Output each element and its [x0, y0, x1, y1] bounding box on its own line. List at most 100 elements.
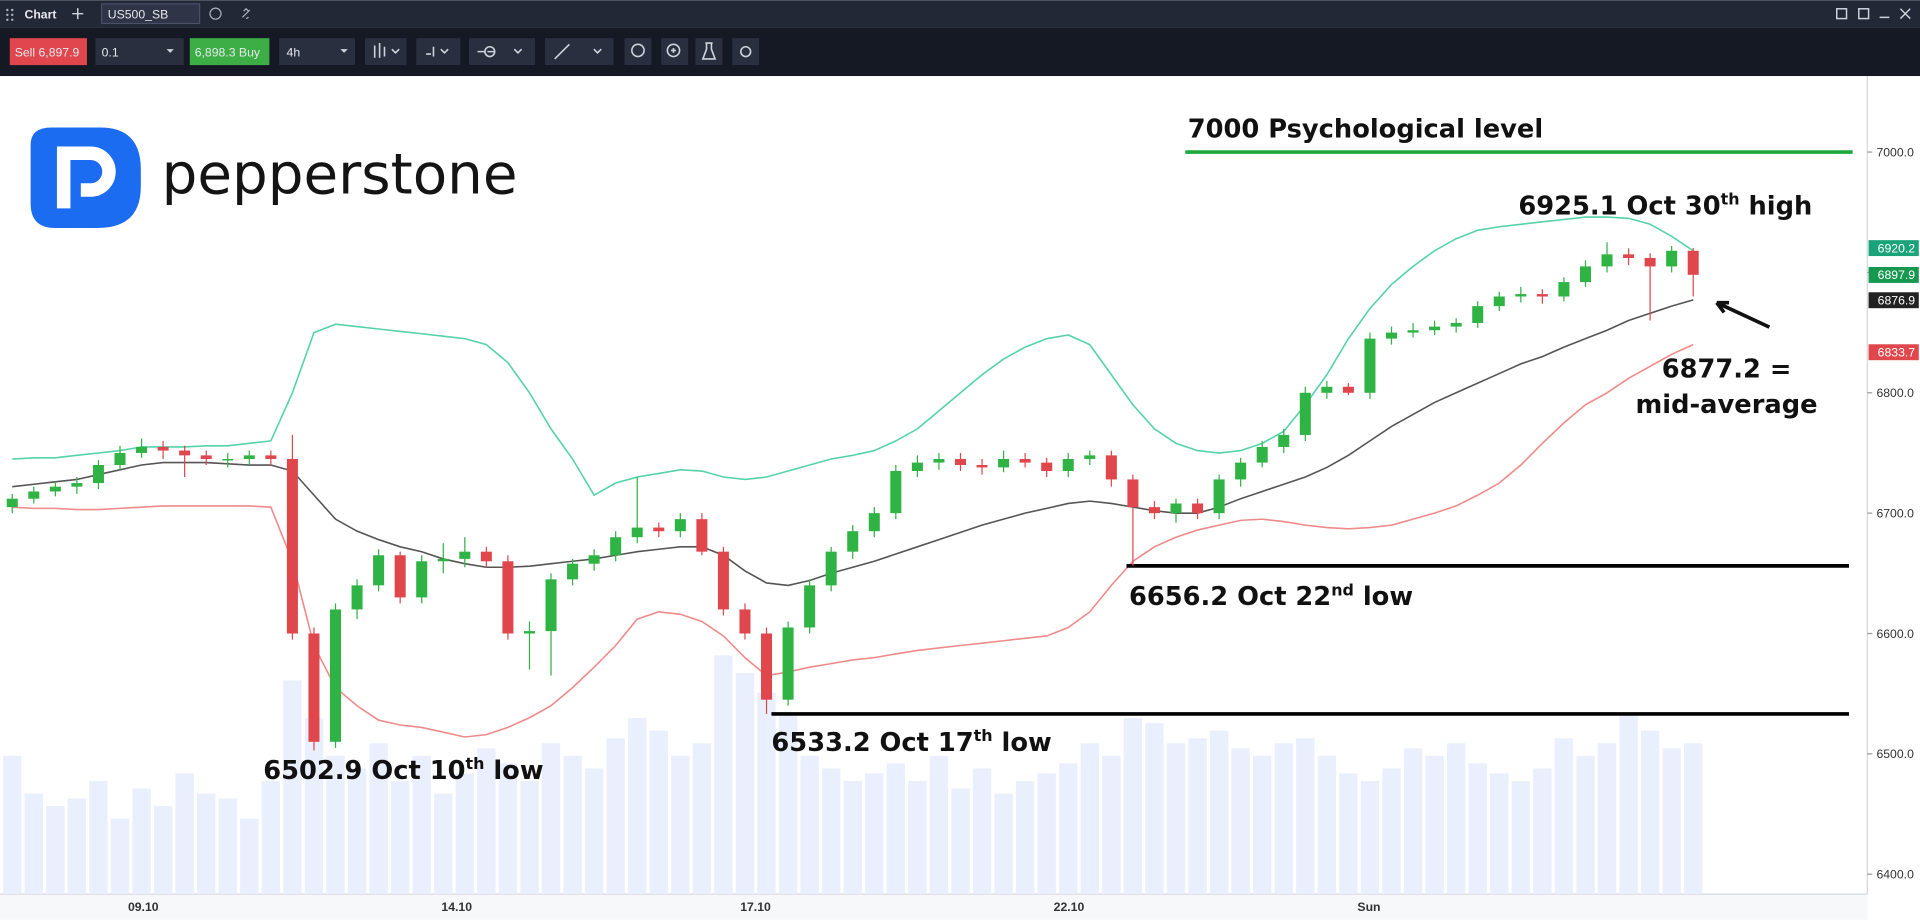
candle-body	[674, 519, 686, 532]
candle-body	[653, 527, 665, 532]
info-icon[interactable]	[209, 7, 222, 20]
volume-bar	[1339, 773, 1358, 895]
volume-bar	[1209, 730, 1229, 895]
quantity-text: 0.1	[102, 46, 119, 60]
volume-bar	[735, 672, 755, 895]
volume-bar	[972, 768, 992, 895]
volume-bar	[477, 748, 496, 895]
add-tab[interactable]	[72, 8, 84, 20]
candle-body	[976, 465, 988, 468]
volume-bar	[1533, 768, 1552, 895]
symbol-input[interactable]	[101, 3, 201, 25]
candle-body	[437, 558, 449, 562]
volume-bar	[498, 763, 518, 895]
sell-text: Sell 6,897.9	[15, 46, 80, 60]
candle-body	[610, 537, 622, 556]
volume-bar	[1059, 763, 1078, 895]
candle-body	[222, 458, 234, 461]
candle-body	[28, 491, 40, 499]
annotation-rest: low	[484, 756, 543, 786]
volume-bar	[1554, 738, 1574, 895]
volume-bar	[1145, 723, 1164, 895]
candle-body	[911, 462, 923, 472]
candle-body	[114, 452, 126, 466]
volume-bar	[628, 718, 647, 895]
candle-body	[459, 551, 471, 559]
candle-body	[1148, 507, 1160, 514]
volume-bar	[3, 755, 22, 895]
volume-bar	[390, 780, 410, 895]
tool-buttons[interactable]	[364, 38, 760, 66]
annotation-sup: th	[1721, 190, 1740, 209]
candle-body	[308, 633, 320, 742]
x-tick-label: 17.10	[740, 900, 771, 914]
tool-icons	[373, 42, 752, 60]
annotation-rest: low	[1354, 582, 1413, 612]
candle-body	[631, 527, 643, 538]
volume-bar	[1015, 780, 1035, 895]
volume-bar	[1360, 780, 1380, 895]
volume-bar	[261, 780, 281, 895]
candle-body	[954, 458, 966, 466]
timeframe-select[interactable]	[279, 38, 356, 66]
candle-body	[1450, 322, 1462, 327]
candle-body	[1687, 250, 1699, 275]
buy-button[interactable]	[189, 38, 270, 66]
annotation-rest: high	[1740, 191, 1813, 221]
candle-body	[136, 446, 148, 453]
volume-bar	[929, 755, 949, 895]
candle-body	[847, 531, 859, 552]
candle-body	[1407, 330, 1419, 333]
annotation: 7000 Psychological level	[1188, 114, 1543, 144]
volume-bar	[865, 773, 884, 895]
volume-bar	[455, 773, 474, 895]
volume-bar	[649, 730, 668, 895]
candle-body	[351, 585, 363, 610]
y-tick-label: 6400.0	[1876, 868, 1914, 882]
symbol-text: US500_SB	[108, 8, 169, 22]
candle-body	[1558, 282, 1570, 297]
candle-body	[1213, 479, 1225, 514]
window-controls[interactable]	[1836, 8, 1911, 20]
x-tick-label: 14.10	[441, 900, 472, 914]
candle-body	[49, 486, 61, 492]
tab-title[interactable]: Chart	[24, 8, 56, 22]
dropdown-arrow	[340, 49, 348, 53]
volume-bar	[46, 806, 65, 895]
candle-body	[1644, 257, 1656, 267]
annotation-rest: low	[993, 728, 1052, 758]
volume-bar	[520, 780, 539, 895]
candle-body	[804, 585, 816, 628]
menu-icon[interactable]	[6, 8, 14, 22]
candle-body	[1041, 462, 1053, 472]
volume-bar	[218, 798, 237, 895]
candle-body	[1536, 294, 1548, 297]
candle-body	[480, 551, 492, 562]
volume-bar	[1274, 743, 1293, 895]
price-tag	[1868, 292, 1919, 309]
y-tick-label: 7000.0	[1876, 145, 1914, 159]
volume-bar	[412, 755, 431, 895]
sell-button[interactable]	[9, 38, 87, 66]
price-tag-label: 6920.2	[1878, 241, 1916, 255]
annotation: 6502.9 Oct 10th low	[263, 754, 543, 786]
volume-bar	[283, 680, 302, 895]
candle-body	[394, 555, 406, 598]
annotation-sup: nd	[1331, 580, 1354, 599]
y-tick-label: 6700.0	[1876, 506, 1914, 520]
volume-bar	[1080, 743, 1099, 895]
candle-body	[1235, 462, 1247, 480]
volume-bar	[1231, 748, 1250, 895]
volume-bar	[24, 793, 43, 895]
candle-body	[1192, 503, 1204, 514]
candle-body	[92, 465, 104, 484]
volume-bar	[1511, 780, 1530, 895]
candle-body	[890, 471, 902, 514]
candle-body	[6, 498, 18, 508]
candle-body	[1342, 386, 1354, 393]
volume-bar	[886, 763, 906, 895]
volume-bar	[714, 655, 733, 895]
link-icon[interactable]	[242, 7, 251, 20]
volume-bar	[1468, 763, 1487, 895]
